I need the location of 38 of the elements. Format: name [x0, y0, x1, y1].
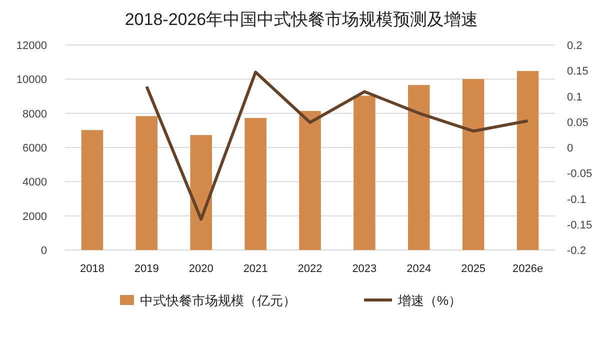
y2-tick-label: 0.05	[567, 116, 588, 129]
bar	[299, 110, 321, 250]
y-tick-label: 10000	[16, 74, 47, 86]
x-tick-label: 2025	[461, 263, 486, 275]
x-tick-label: 2018	[80, 263, 104, 275]
y2-tick-label: -0.2	[567, 245, 586, 257]
x-tick-label: 2023	[352, 263, 377, 275]
x-tick-label: 2026e	[512, 263, 544, 275]
chart-title: 2018-2026年中国中式快餐市场规模预测及增速	[124, 10, 478, 29]
bar	[354, 96, 376, 250]
y2-tick-label: 0.1	[567, 91, 582, 104]
legend-label: 增速（%）	[397, 293, 462, 308]
y2-tick-label: -0.05	[567, 168, 592, 180]
bar	[136, 116, 158, 250]
y-tick-label: 12000	[16, 40, 47, 52]
y-tick-label: 0	[40, 245, 47, 257]
y2-tick-label: -0.15	[567, 219, 592, 232]
y-tick-label: 4000	[22, 176, 47, 189]
x-tick-label: 2024	[406, 263, 432, 275]
x-tick-label: 2020	[188, 263, 214, 275]
y-tick-label: 2000	[22, 210, 47, 223]
bar	[462, 78, 484, 250]
line-series	[145, 70, 530, 221]
bar	[244, 118, 266, 250]
x-tick-label: 2019	[134, 263, 159, 275]
y2-tick-label: -0.1	[567, 194, 586, 206]
y2-tick-label: 0	[567, 142, 574, 154]
legend-label: 中式快餐市场规模（亿元）	[140, 293, 296, 308]
y-tick-label: 6000	[22, 142, 47, 154]
bar	[516, 70, 539, 250]
x-tick-label: 2022	[298, 263, 322, 275]
x-tick-label: 2021	[243, 263, 268, 275]
y2-tick-label: 0.15	[567, 66, 588, 78]
y-tick-label: 8000	[22, 108, 47, 120]
bar	[408, 84, 430, 250]
y2-tick-label: 0.2	[567, 40, 582, 52]
bar	[190, 135, 212, 250]
bar	[81, 130, 104, 250]
